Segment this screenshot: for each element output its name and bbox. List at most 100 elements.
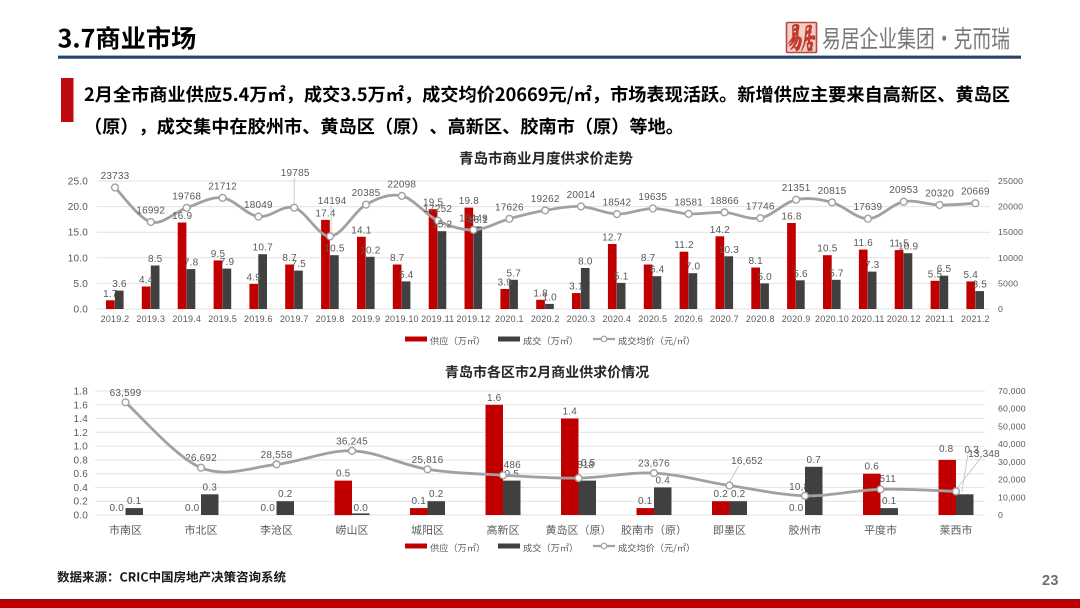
svg-text:2020.8: 2020.8 — [746, 314, 775, 324]
svg-text:22,486: 22,486 — [489, 460, 521, 471]
svg-text:8.1: 8.1 — [748, 256, 763, 267]
svg-text:5000: 5000 — [998, 278, 1018, 288]
svg-text:5.4: 5.4 — [399, 270, 414, 281]
svg-text:0.6: 0.6 — [865, 462, 880, 473]
svg-text:0: 0 — [998, 510, 1003, 520]
svg-text:20,000: 20,000 — [998, 475, 1026, 485]
svg-text:19262: 19262 — [531, 194, 560, 205]
svg-text:36,245: 36,245 — [336, 436, 368, 447]
svg-text:19785: 19785 — [281, 168, 310, 179]
svg-text:2020.5: 2020.5 — [638, 314, 667, 324]
svg-text:20385: 20385 — [352, 188, 381, 199]
svg-text:10.3: 10.3 — [719, 245, 740, 256]
svg-text:6.4: 6.4 — [650, 265, 665, 276]
svg-text:0.0: 0.0 — [185, 503, 200, 514]
svg-text:5.1: 5.1 — [614, 271, 629, 282]
svg-text:1.4: 1.4 — [73, 414, 88, 425]
svg-text:2019.2: 2019.2 — [101, 314, 130, 324]
svg-text:60,000: 60,000 — [998, 404, 1026, 414]
svg-text:9.5: 9.5 — [211, 249, 226, 260]
svg-text:18581: 18581 — [674, 197, 703, 208]
svg-text:20953: 20953 — [889, 185, 918, 196]
svg-text:3.1: 3.1 — [569, 282, 584, 293]
svg-text:16.8: 16.8 — [781, 212, 802, 223]
svg-text:2020.9: 2020.9 — [782, 314, 811, 324]
svg-text:28,558: 28,558 — [261, 450, 293, 461]
svg-text:7.3: 7.3 — [865, 260, 880, 271]
svg-text:2020.4: 2020.4 — [603, 314, 632, 324]
svg-text:1.7: 1.7 — [103, 289, 118, 300]
svg-text:15.2: 15.2 — [432, 220, 453, 231]
svg-text:11.2: 11.2 — [674, 240, 694, 251]
svg-text:0.0: 0.0 — [73, 305, 88, 316]
svg-text:2019.9: 2019.9 — [352, 314, 381, 324]
svg-text:0.1: 0.1 — [127, 496, 142, 507]
svg-text:18866: 18866 — [710, 196, 739, 207]
svg-text:0.2: 0.2 — [429, 489, 444, 500]
svg-text:2019.11: 2019.11 — [421, 314, 454, 324]
svg-text:2020.1: 2020.1 — [495, 314, 524, 324]
svg-text:0.2: 0.2 — [278, 489, 293, 500]
svg-text:5.7: 5.7 — [829, 268, 844, 279]
svg-text:14.1: 14.1 — [351, 225, 372, 236]
svg-text:3.9: 3.9 — [498, 278, 513, 289]
svg-text:0: 0 — [998, 304, 1003, 314]
svg-text:0.3: 0.3 — [203, 482, 218, 493]
svg-text:10.5: 10.5 — [324, 244, 345, 255]
svg-text:22098: 22098 — [387, 179, 416, 190]
svg-text:14194: 14194 — [318, 196, 347, 207]
svg-text:16,652: 16,652 — [731, 456, 763, 467]
svg-text:0.0: 0.0 — [789, 503, 804, 514]
svg-text:10.7: 10.7 — [253, 243, 274, 254]
svg-text:8.5: 8.5 — [148, 254, 163, 265]
svg-text:8.7: 8.7 — [282, 253, 297, 264]
svg-text:7.5: 7.5 — [291, 259, 306, 270]
svg-text:10,000: 10,000 — [998, 492, 1026, 502]
svg-text:3.5: 3.5 — [973, 280, 988, 291]
svg-text:1.8: 1.8 — [533, 288, 548, 299]
svg-text:10.2: 10.2 — [360, 245, 381, 256]
svg-text:0.1: 0.1 — [882, 496, 897, 507]
svg-text:0.8: 0.8 — [73, 455, 88, 466]
svg-text:0.0: 0.0 — [110, 503, 125, 514]
svg-text:0.8: 0.8 — [939, 444, 954, 455]
svg-text:70,000: 70,000 — [998, 386, 1026, 396]
svg-text:1.0: 1.0 — [73, 442, 88, 453]
svg-text:25.0: 25.0 — [68, 177, 89, 188]
svg-text:17746: 17746 — [746, 202, 775, 213]
svg-text:0.2: 0.2 — [73, 497, 88, 508]
svg-text:7.8: 7.8 — [184, 258, 199, 269]
svg-text:21712: 21712 — [208, 181, 237, 192]
svg-text:18542: 18542 — [602, 198, 631, 209]
svg-text:7.9: 7.9 — [220, 257, 235, 268]
svg-text:0.2: 0.2 — [731, 489, 746, 500]
svg-text:0.4: 0.4 — [73, 483, 88, 494]
svg-text:20320: 20320 — [925, 189, 954, 200]
svg-text:5.0: 5.0 — [757, 272, 772, 283]
svg-text:21351: 21351 — [782, 183, 811, 194]
svg-text:19.5: 19.5 — [423, 198, 444, 209]
svg-text:1.8: 1.8 — [73, 387, 88, 398]
svg-text:30,000: 30,000 — [998, 457, 1026, 467]
svg-text:14.2: 14.2 — [710, 225, 731, 236]
svg-text:0.1: 0.1 — [638, 496, 653, 507]
svg-text:4.9: 4.9 — [247, 272, 262, 283]
svg-text:0.3: 0.3 — [965, 445, 980, 456]
svg-text:26,692: 26,692 — [185, 453, 217, 464]
svg-text:4.4: 4.4 — [139, 275, 154, 286]
svg-text:16992: 16992 — [136, 206, 165, 217]
svg-text:2019.8: 2019.8 — [316, 314, 345, 324]
svg-text:2020.3: 2020.3 — [567, 314, 596, 324]
svg-text:0.5: 0.5 — [336, 469, 351, 480]
svg-text:17639: 17639 — [853, 202, 882, 213]
svg-text:2021.2: 2021.2 — [961, 314, 990, 324]
svg-text:0.6: 0.6 — [73, 469, 88, 480]
svg-text:16.1: 16.1 — [468, 215, 489, 226]
svg-text:19.8: 19.8 — [459, 196, 480, 207]
svg-text:1.2: 1.2 — [73, 428, 88, 439]
svg-text:20.0: 20.0 — [68, 202, 89, 213]
svg-text:1.6: 1.6 — [73, 400, 88, 411]
svg-text:5.6: 5.6 — [793, 269, 808, 280]
svg-text:0.5: 0.5 — [581, 458, 596, 469]
svg-text:18049: 18049 — [244, 200, 273, 211]
